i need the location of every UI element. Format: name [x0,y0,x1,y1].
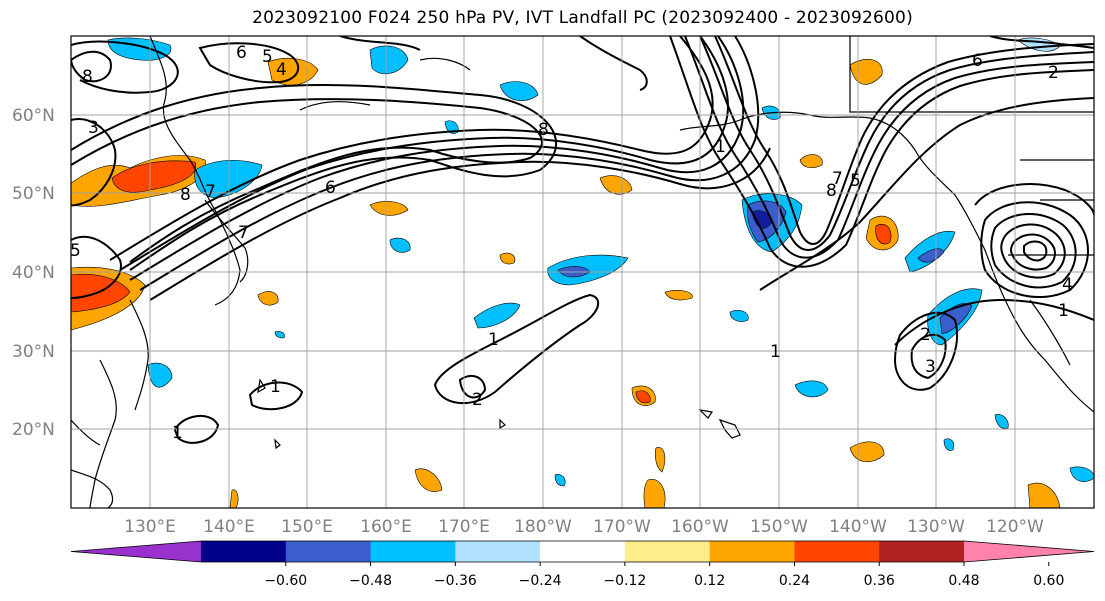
lat-label: 50°N [12,184,55,204]
colorbar-bin [794,541,880,562]
lon-label: 160°E [360,517,412,537]
contour-label: 3 [925,357,936,377]
colorbar-outline [70,540,1095,563]
contour-label: 1 [488,330,499,350]
lat-label: 60°N [12,106,55,126]
colorbar-bin [540,541,626,562]
contour-label: 1 [715,137,726,157]
contour-label: 1 [270,377,281,397]
contour-label: 1 [172,423,183,443]
map-border [70,35,1095,509]
contour-label: 8 [826,181,837,201]
latitude-labels: 60°N 50°N 40°N 30°N 20°N [12,106,55,440]
lon-label: 180°W [514,517,572,537]
lon-label: 130°W [907,517,965,537]
contour-label: 8 [82,67,93,87]
colorbar-bin [370,541,456,562]
graticule [71,36,1094,508]
contour-lines [71,36,1094,444]
contour-label: 3 [88,118,99,138]
colorbar-extension-low [71,541,201,562]
colorbar-bin [201,541,287,562]
lon-label: 140°W [829,517,887,537]
colorbar-tick-label: 0.12 [694,573,725,589]
contour-label: 6 [972,51,983,71]
lon-label: 150°E [281,517,333,537]
lon-label: 130°E [124,517,176,537]
contour-label: 4 [276,60,287,80]
contour-label: 2 [472,390,483,410]
contour-label: 8 [180,185,191,205]
lon-label: 150°W [750,517,808,537]
contour-label: 1 [1058,301,1069,321]
lon-label: 140°E [203,517,255,537]
contour-label: 7 [238,223,249,243]
colorbar-tick-label: 0.48 [948,573,979,589]
colorbar-extension-high [964,541,1094,562]
colorbar-tick-label: −0.12 [603,573,646,589]
colorbar-tick-label: 0.36 [864,573,895,589]
contour-label: 4 [1062,275,1073,295]
lat-label: 40°N [12,263,55,283]
contour-label: 7 [205,182,216,202]
colorbar-bin [285,541,372,562]
colorbar-bin [709,541,795,562]
lon-label: 170°E [438,517,490,537]
lon-label: 170°W [593,517,651,537]
colorbar-tick-label: −0.48 [349,573,392,589]
contour-label: 6 [236,43,247,63]
contour-labels: 6 4 5 8 3 7 8 6 7 5 1 2 1 1 8 1 7 2 6 5 … [70,43,1073,443]
colorbar-tick-label: 0.60 [1033,573,1064,589]
lat-label: 30°N [12,342,55,362]
colorbar-tick-label: −0.60 [264,573,307,589]
contour-label: 2 [920,325,931,345]
contour-label: 2 [1048,63,1059,83]
coastlines [71,36,1094,508]
colorbar-tick-label: −0.36 [434,573,477,589]
lon-label: 120°W [986,517,1044,537]
contour-label: 6 [325,178,336,198]
lon-label: 160°W [671,517,729,537]
contour-label: 8 [538,120,549,140]
longitude-labels: 130°E 140°E 150°E 160°E 170°E 180°W 170°… [124,517,1044,537]
contour-label: 5 [70,241,81,261]
lat-label: 20°N [12,420,55,440]
map-title: 2023092100 F024 250 hPa PV, IVT Landfall… [252,8,913,28]
colorbar-bin [455,541,541,562]
colorbar-bin [879,541,965,562]
contour-label: 7 [832,169,843,189]
contour-label: 5 [850,171,861,191]
contour-label: 1 [770,342,781,362]
colorbar-bin [624,541,711,562]
contour-label: 5 [262,47,273,67]
colorbar: −0.60 −0.48 −0.36 −0.24 −0.12 0.12 0.24 0.36 0.4… [70,540,1095,589]
colorbar-tick-label: 0.24 [779,573,810,589]
colorbar-tick-label: −0.24 [519,573,562,589]
